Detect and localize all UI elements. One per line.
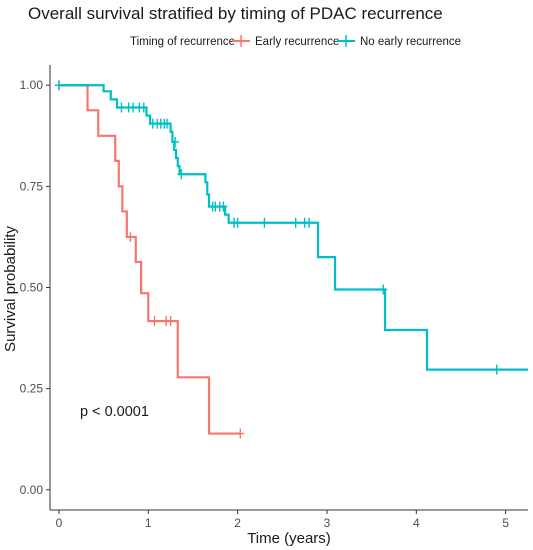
x-axis-title: Time (years)	[247, 530, 331, 547]
plot-panel	[49, 65, 528, 511]
x-tick-label-1: 1	[145, 516, 152, 530]
y-tick-label-0-75: 0.75	[20, 179, 44, 193]
survival-curve-early-recurrence	[58, 84, 241, 435]
legend-title: Timing of recurrence	[130, 36, 235, 48]
x-tick-label-5: 5	[502, 516, 509, 530]
y-axis-title: Survival probability	[2, 226, 19, 352]
series-no-early-recurrence	[54, 80, 528, 375]
legend: Timing of recurrence Early recurrence No…	[130, 35, 461, 48]
y-tick-label-0-00: 0.00	[20, 483, 44, 497]
series-layer	[54, 80, 528, 439]
y-tick-label-0-50: 0.50	[20, 281, 44, 295]
chart-title: Overall survival stratified by timing of…	[28, 4, 443, 23]
x-tick-label-0: 0	[56, 516, 63, 530]
x-axis-ticks: 0 1 2 3 4 5	[56, 510, 509, 530]
legend-label-no-early-recurrence: No early recurrence	[360, 36, 461, 48]
y-tick-label-0-25: 0.25	[20, 382, 44, 396]
p-value-annotation: p < 0.0001	[80, 404, 149, 420]
legend-label-early-recurrence: Early recurrence	[255, 36, 339, 48]
y-axis-ticks: 0.00 0.25 0.50 0.75 1.00	[20, 78, 50, 497]
series-early-recurrence	[54, 80, 245, 439]
x-tick-label-3: 3	[324, 516, 331, 530]
survival-curve-no-early-recurrence	[58, 84, 528, 371]
x-tick-label-2: 2	[234, 516, 241, 530]
x-tick-label-4: 4	[413, 516, 420, 530]
y-tick-label-1-00: 1.00	[20, 78, 44, 92]
